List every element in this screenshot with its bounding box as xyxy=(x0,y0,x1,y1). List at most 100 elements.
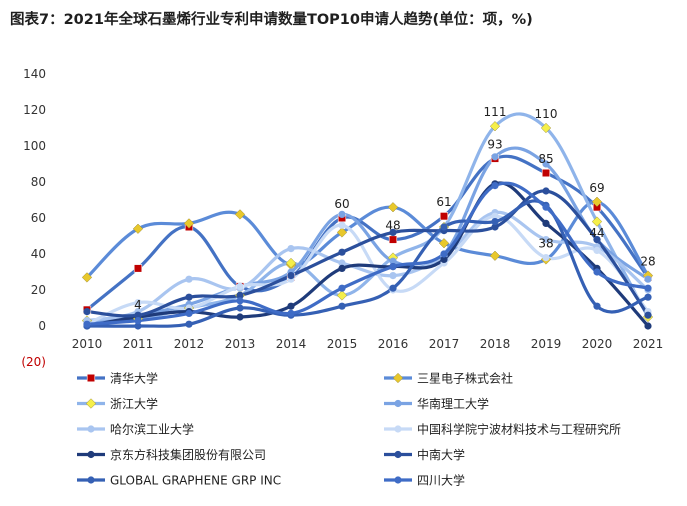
data-point-marker xyxy=(440,255,448,263)
y-tick-label: 140 xyxy=(23,67,46,81)
legend-marker xyxy=(87,425,95,433)
data-point-marker xyxy=(491,153,499,161)
data-point-marker xyxy=(185,275,193,283)
data-point-marker xyxy=(234,209,246,220)
x-tick-label: 2020 xyxy=(582,337,613,351)
data-point-marker xyxy=(389,263,397,271)
data-label: 69 xyxy=(589,181,604,195)
data-point-marker xyxy=(389,284,397,292)
data-point-marker xyxy=(338,302,346,310)
legend-marker xyxy=(394,399,402,408)
data-label: 44 xyxy=(589,226,604,240)
x-tick-label: 2021 xyxy=(633,337,664,351)
x-tick-label: 2011 xyxy=(123,337,154,351)
data-point-marker xyxy=(338,264,346,272)
legend-item: 华南理工大学 xyxy=(384,396,489,411)
legend-marker xyxy=(87,476,95,484)
data-point-marker xyxy=(236,313,244,321)
x-tick-label: 2010 xyxy=(72,337,103,351)
x-tick-label: 2012 xyxy=(174,337,205,351)
legend-label: 浙江大学 xyxy=(110,396,158,411)
data-point-marker xyxy=(542,236,550,244)
data-point-marker xyxy=(644,311,652,319)
data-point-marker xyxy=(491,182,499,190)
legend-item: 京东方科技集团股份有限公司 xyxy=(77,447,266,462)
data-point-marker xyxy=(439,212,449,221)
series-line xyxy=(85,154,650,312)
data-point-marker xyxy=(338,221,346,229)
data-labels: 60 48 61 93 85 69 28 4 111 110 44 38 xyxy=(134,105,655,312)
data-label: 61 xyxy=(436,195,451,209)
data-point-marker xyxy=(541,168,551,178)
y-tick-label: 20 xyxy=(31,283,46,297)
data-point-marker xyxy=(387,202,399,213)
data-point-marker xyxy=(185,320,193,328)
x-tick-label: 2015 xyxy=(327,337,358,351)
legend-label: 华南理工大学 xyxy=(417,396,489,411)
data-label: 48 xyxy=(385,219,400,233)
legend-item: 中南大学 xyxy=(384,447,465,462)
legend-marker xyxy=(86,373,96,383)
data-point-marker xyxy=(185,293,193,301)
data-point-marker xyxy=(236,291,244,299)
data-point-marker xyxy=(287,245,295,253)
y-tick-label: 120 xyxy=(23,103,46,117)
data-point-marker xyxy=(287,272,295,280)
data-point-marker xyxy=(338,284,346,292)
data-point-marker xyxy=(489,250,501,261)
data-point-marker xyxy=(83,320,91,328)
x-axis: 2010 2011 2012 2013 2014 2015 2016 2017 2018 2019… xyxy=(72,337,664,351)
data-point-marker xyxy=(338,259,346,267)
data-label: 60 xyxy=(334,197,349,211)
data-point-marker xyxy=(542,187,550,195)
legend-label: GLOBAL GRAPHENE GRP INC xyxy=(110,474,281,488)
data-point-marker xyxy=(440,250,448,258)
y-tick-label: 80 xyxy=(31,175,46,189)
data-point-marker xyxy=(438,238,450,249)
x-tick-label: 2018 xyxy=(480,337,511,351)
chart-title: 图表7：2021年全球石墨烯行业专利申请数量TOP10申请人趋势(单位：项，%) xyxy=(10,12,533,28)
data-point-marker xyxy=(83,308,91,316)
y-tick-label: (20) xyxy=(21,355,46,369)
data-point-marker xyxy=(591,216,603,227)
x-tick-label: 2013 xyxy=(225,337,256,351)
legend-marker xyxy=(85,398,97,409)
data-point-marker xyxy=(542,254,550,262)
data-point-marker xyxy=(134,322,142,330)
data-point-marker xyxy=(285,257,297,269)
legend-item: 哈尔滨工业大学 xyxy=(77,422,194,437)
data-point-marker xyxy=(593,246,601,254)
data-point-marker xyxy=(644,275,652,283)
data-label: 38 xyxy=(538,237,553,251)
data-point-marker xyxy=(542,219,550,227)
data-point-marker xyxy=(132,223,144,234)
data-point-marker xyxy=(338,210,346,218)
legend-label: 中国科学院宁波材料技术与工程研究所 xyxy=(417,422,621,437)
data-point-marker xyxy=(491,212,499,220)
data-point-marker xyxy=(644,284,652,292)
data-point-marker xyxy=(593,268,601,276)
y-tick-label: 40 xyxy=(31,247,46,261)
data-point-marker xyxy=(593,236,601,244)
data-point-marker xyxy=(185,309,193,317)
data-label: 4 xyxy=(134,298,142,312)
data-point-marker xyxy=(236,304,244,312)
x-tick-label: 2016 xyxy=(378,337,409,351)
data-point-marker xyxy=(336,227,348,238)
y-tick-label: 0 xyxy=(38,319,46,333)
data-label: 93 xyxy=(487,138,502,152)
legend-label: 清华大学 xyxy=(110,371,158,386)
data-point-marker xyxy=(389,228,397,236)
data-point-marker xyxy=(134,299,142,307)
data-point-marker xyxy=(388,235,398,244)
data-point-marker xyxy=(338,248,346,256)
data-label: 28 xyxy=(640,255,655,269)
data-point-marker xyxy=(489,121,501,132)
legend-label: 三星电子株式会社 xyxy=(417,371,513,386)
y-tick-label: 100 xyxy=(23,139,46,153)
legend-marker xyxy=(87,450,95,459)
data-point-marker xyxy=(134,317,142,325)
data-point-marker xyxy=(389,257,397,265)
